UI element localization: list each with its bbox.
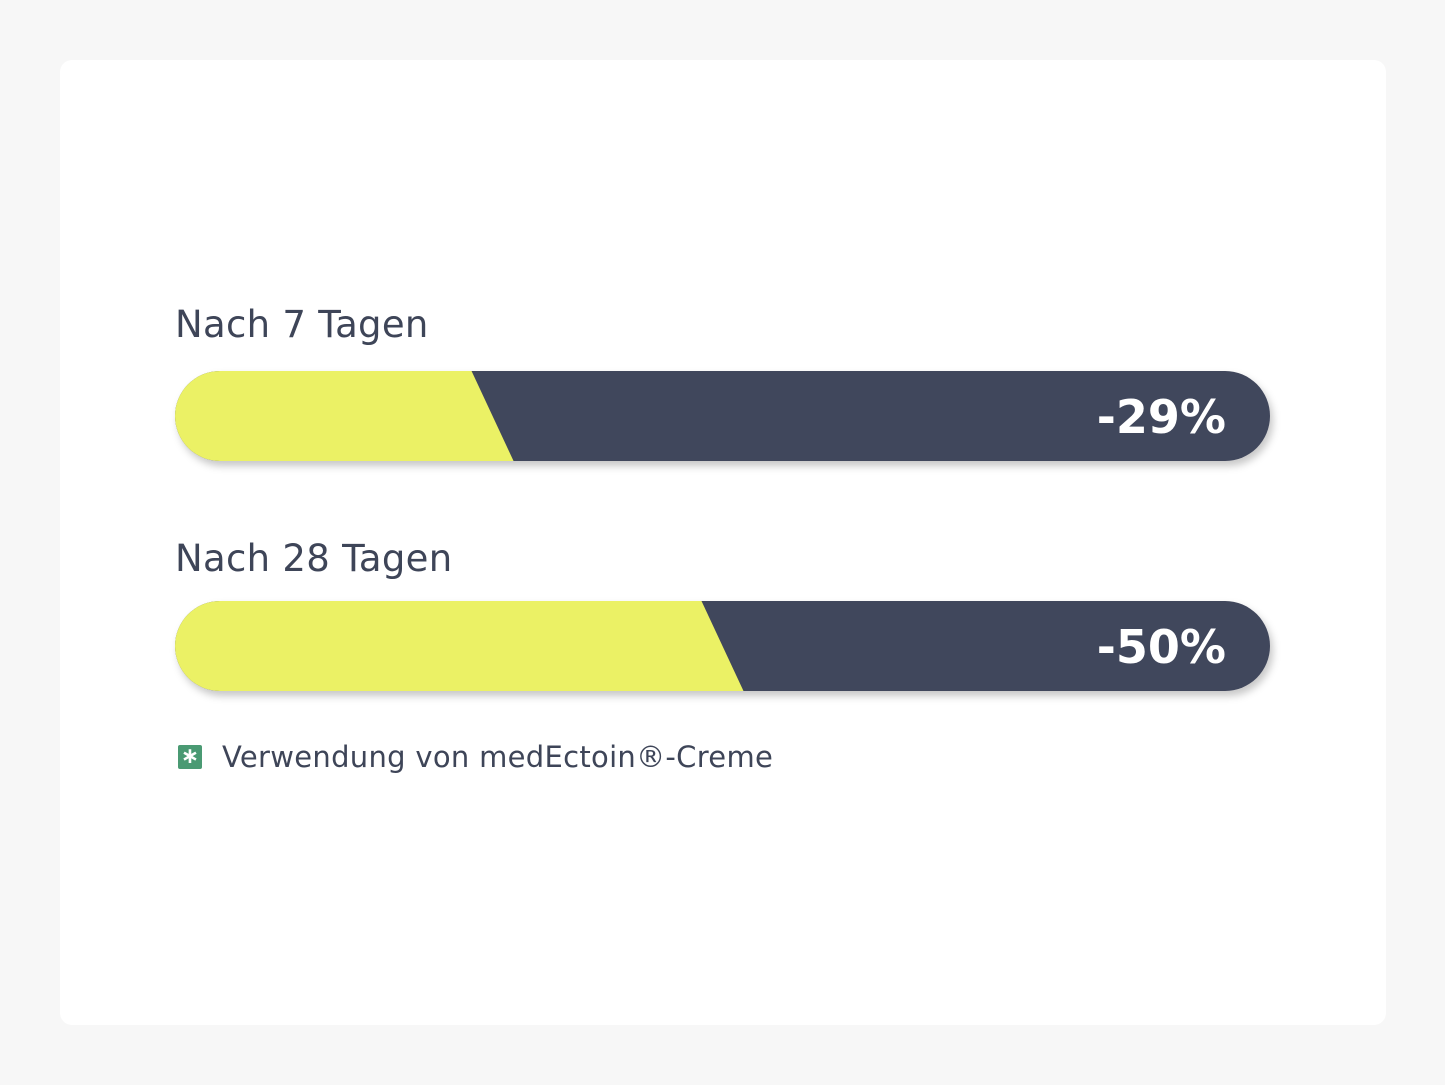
bar-value-label: -50%: [1097, 620, 1226, 674]
bar-group-1: [175, 601, 1270, 691]
asterisk-square-icon: ∗: [178, 745, 202, 769]
bar-fill: [175, 601, 744, 691]
chart-card: [60, 60, 1386, 1025]
bar-fill: [175, 371, 514, 461]
legend-label: Verwendung von medEctoin®-Creme: [222, 740, 774, 774]
category-label-7-days: Nach 7 Tagen: [175, 303, 429, 346]
category-label-28-days: Nach 28 Tagen: [175, 537, 453, 580]
bar-value-label: -29%: [1097, 390, 1226, 444]
bar-group-0: [175, 371, 1270, 461]
legend: ∗ Verwendung von medEctoin®-Creme: [178, 740, 773, 774]
